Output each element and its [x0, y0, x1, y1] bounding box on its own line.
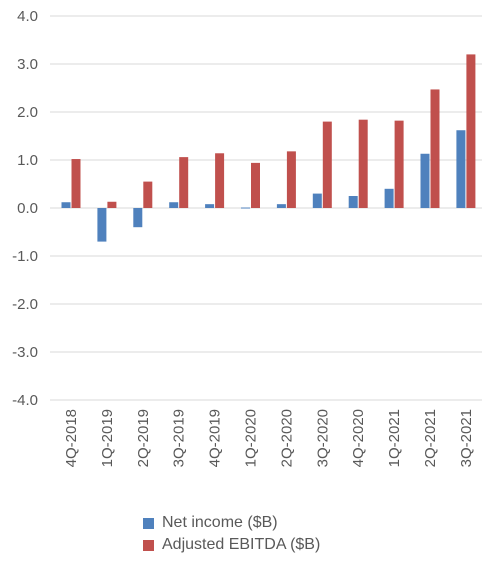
bar-adjusted-ebitda-b-1q-2019 — [107, 201, 117, 208]
x-tick-label: 4Q-2020 — [350, 409, 367, 467]
bar-net-income-b-1q-2019 — [97, 208, 107, 242]
y-tick-label: -4.0 — [12, 392, 38, 409]
y-tick-label: 2.0 — [17, 104, 38, 121]
legend-swatch-adjusted-ebitda — [143, 539, 154, 551]
bar-net-income-b-3q-2019 — [169, 202, 179, 208]
bar-adjusted-ebitda-b-4q-2018 — [71, 159, 81, 208]
bar-net-income-b-1q-2020 — [241, 207, 250, 209]
legend-label-net-income: Net income ($B) — [162, 514, 278, 531]
legend-item-net-income: Net income ($B) — [143, 512, 320, 534]
bar-net-income-b-3q-2020 — [312, 193, 322, 208]
x-tick-label: 4Q-2018 — [63, 409, 80, 467]
bar-adjusted-ebitda-b-2q-2021 — [430, 89, 440, 208]
bar-adjusted-ebitda-b-4q-2020 — [358, 119, 368, 208]
x-tick-label: 2Q-2019 — [135, 409, 152, 467]
bar-adjusted-ebitda-b-1q-2020 — [251, 162, 260, 208]
bar-adjusted-ebitda-b-1q-2021 — [394, 120, 404, 208]
bar-net-income-b-2q-2019 — [133, 208, 143, 228]
y-tick-label: 3.0 — [17, 56, 38, 73]
legend-label-adjusted-ebitda: Adjusted EBITDA ($B) — [162, 536, 321, 553]
bar-adjusted-ebitda-b-3q-2021 — [466, 54, 476, 209]
legend-item-adjusted-ebitda: Adjusted EBITDA ($B) — [143, 534, 320, 556]
y-tick-label: -2.0 — [12, 296, 38, 313]
y-axis: 4.0 3.0 2.0 1.0 0.0 -1.0 -2.0 -3.0 -4.0 — [12, 8, 38, 409]
bar-net-income-b-4q-2018 — [61, 202, 71, 208]
y-tick-label: 0.0 — [17, 200, 38, 217]
bar-adjusted-ebitda-b-2q-2019 — [143, 181, 153, 208]
bar-adjusted-ebitda-b-3q-2019 — [179, 157, 189, 208]
bar-net-income-b-4q-2020 — [348, 196, 358, 208]
x-tick-label: 3Q-2020 — [314, 409, 331, 467]
bar-net-income-b-4q-2019 — [205, 204, 215, 208]
bar-net-income-b-1q-2021 — [384, 188, 394, 208]
bar-adjusted-ebitda-b-2q-2020 — [286, 151, 296, 208]
bar-adjusted-ebitda-b-4q-2019 — [215, 153, 225, 208]
x-axis: 4Q-2018 1Q-2019 2Q-2019 3Q-2019 4Q-2019 1Q-20… — [63, 409, 475, 467]
x-tick-label: 2Q-2021 — [422, 409, 439, 467]
bar-net-income-b-2q-2020 — [276, 204, 286, 208]
legend-swatch-net-income — [143, 517, 154, 529]
x-tick-label: 3Q-2021 — [458, 409, 475, 467]
y-tick-label: -1.0 — [12, 248, 38, 265]
grid-layer — [50, 15, 482, 401]
bar-net-income-b-2q-2021 — [420, 153, 430, 208]
x-tick-label: 2Q-2020 — [278, 409, 295, 467]
x-tick-label: 1Q-2019 — [99, 409, 116, 467]
legend: Net income ($B) Adjusted EBITDA ($B) — [143, 512, 320, 556]
x-tick-label: 1Q-2021 — [386, 409, 403, 467]
bar-net-income-b-3q-2021 — [456, 130, 466, 208]
bar-layer — [61, 54, 476, 242]
x-tick-label: 3Q-2019 — [171, 409, 188, 467]
x-tick-label: 1Q-2020 — [243, 409, 260, 467]
y-tick-label: -3.0 — [12, 344, 38, 361]
y-tick-label: 4.0 — [17, 8, 38, 25]
x-tick-label: 4Q-2019 — [207, 409, 224, 467]
bar-adjusted-ebitda-b-3q-2020 — [322, 121, 332, 208]
y-tick-label: 1.0 — [17, 152, 38, 169]
